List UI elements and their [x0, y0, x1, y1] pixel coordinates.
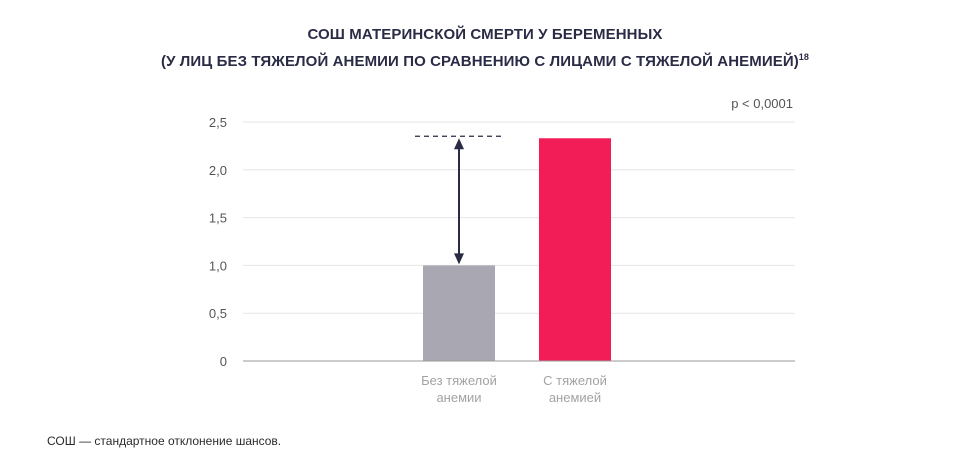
- chart-title-superscript: 18: [798, 52, 810, 62]
- chart-title-line2-text: (У ЛИЦ БЕЗ ТЯЖЕЛОЙ АНЕМИИ ПО СРАВНЕНИЮ С…: [160, 53, 799, 70]
- x-category-label: С тяжелой: [543, 373, 607, 388]
- x-category-label: Без тяжелой: [421, 373, 497, 388]
- footnote: СОШ — стандартное отклонение шансов.: [47, 434, 281, 448]
- comparison-arrow-head-up: [454, 138, 464, 150]
- comparison-arrow-head-down: [454, 253, 464, 265]
- y-tick-label: 2,0: [209, 163, 227, 178]
- chart-title-line2: (У ЛИЦ БЕЗ ТЯЖЕЛОЙ АНЕМИИ ПО СРАВНЕНИЮ С…: [0, 52, 970, 71]
- p-value-annotation: p < 0,0001: [731, 96, 793, 111]
- chart-title-line1: СОШ МАТЕРИНСКОЙ СМЕРТИ У БЕРЕМЕННЫХ: [0, 26, 970, 43]
- x-category-label: анемией: [549, 390, 601, 405]
- x-category-label: анемии: [436, 390, 481, 405]
- y-tick-label: 0: [220, 354, 227, 369]
- y-tick-label: 1,0: [209, 258, 227, 273]
- bar: [423, 265, 495, 361]
- y-tick-label: 1,5: [209, 211, 227, 226]
- y-tick-label: 2,5: [209, 115, 227, 130]
- chart-title-line1-text: СОШ МАТЕРИНСКОЙ СМЕРТИ У БЕРЕМЕННЫХ: [307, 26, 663, 43]
- bar: [539, 138, 611, 361]
- footnote-text: СОШ — стандартное отклонение шансов.: [47, 434, 282, 448]
- y-tick-label: 0,5: [209, 306, 227, 321]
